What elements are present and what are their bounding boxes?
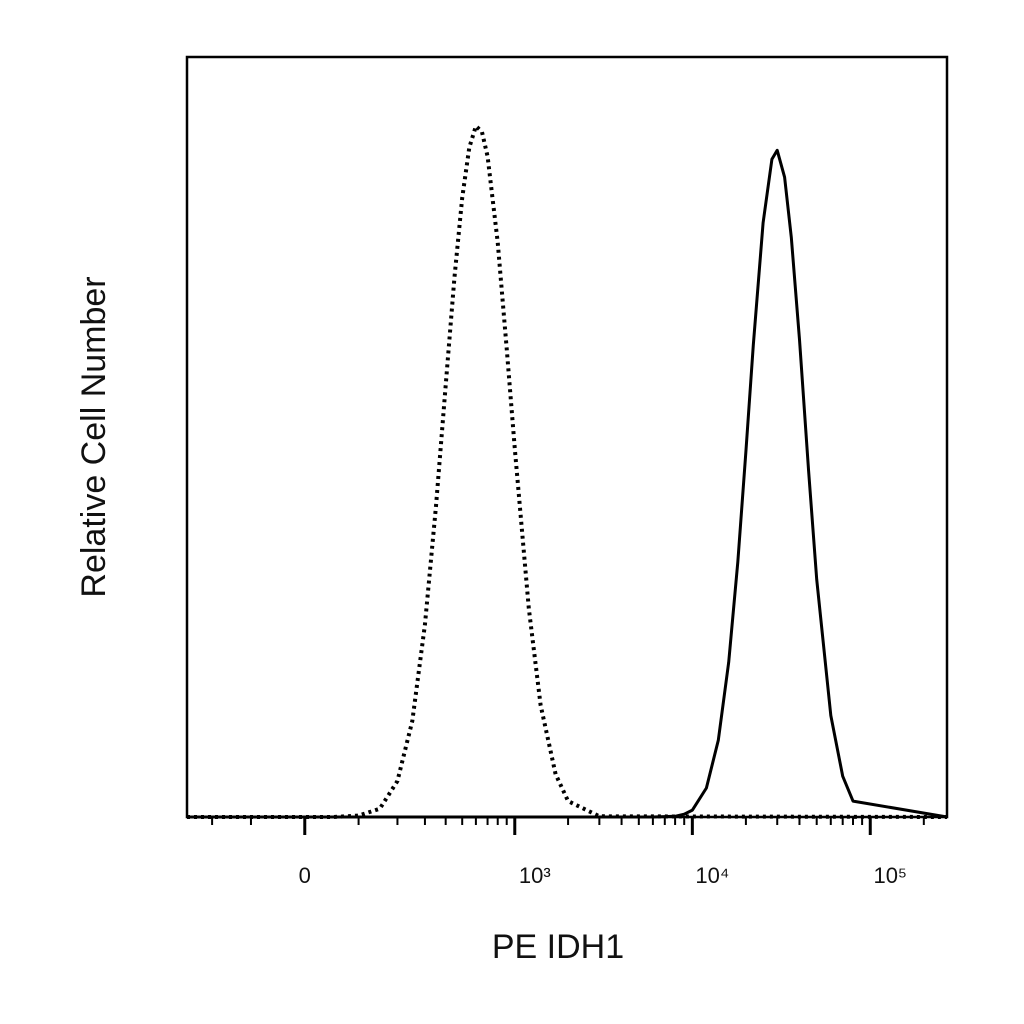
plot-frame — [185, 55, 949, 819]
x-tick-label: 0 — [299, 863, 311, 888]
x-axis-label: PE IDH1 — [492, 928, 624, 966]
x-tick-label: 10⁵ — [873, 863, 907, 888]
histogram-line — [187, 148, 948, 819]
histogram-line — [187, 124, 948, 819]
x-tick-label: 10³ — [519, 863, 551, 888]
x-tick-label: 10⁴ — [695, 863, 729, 888]
y-axis-label: Relative Cell Number — [75, 276, 113, 597]
